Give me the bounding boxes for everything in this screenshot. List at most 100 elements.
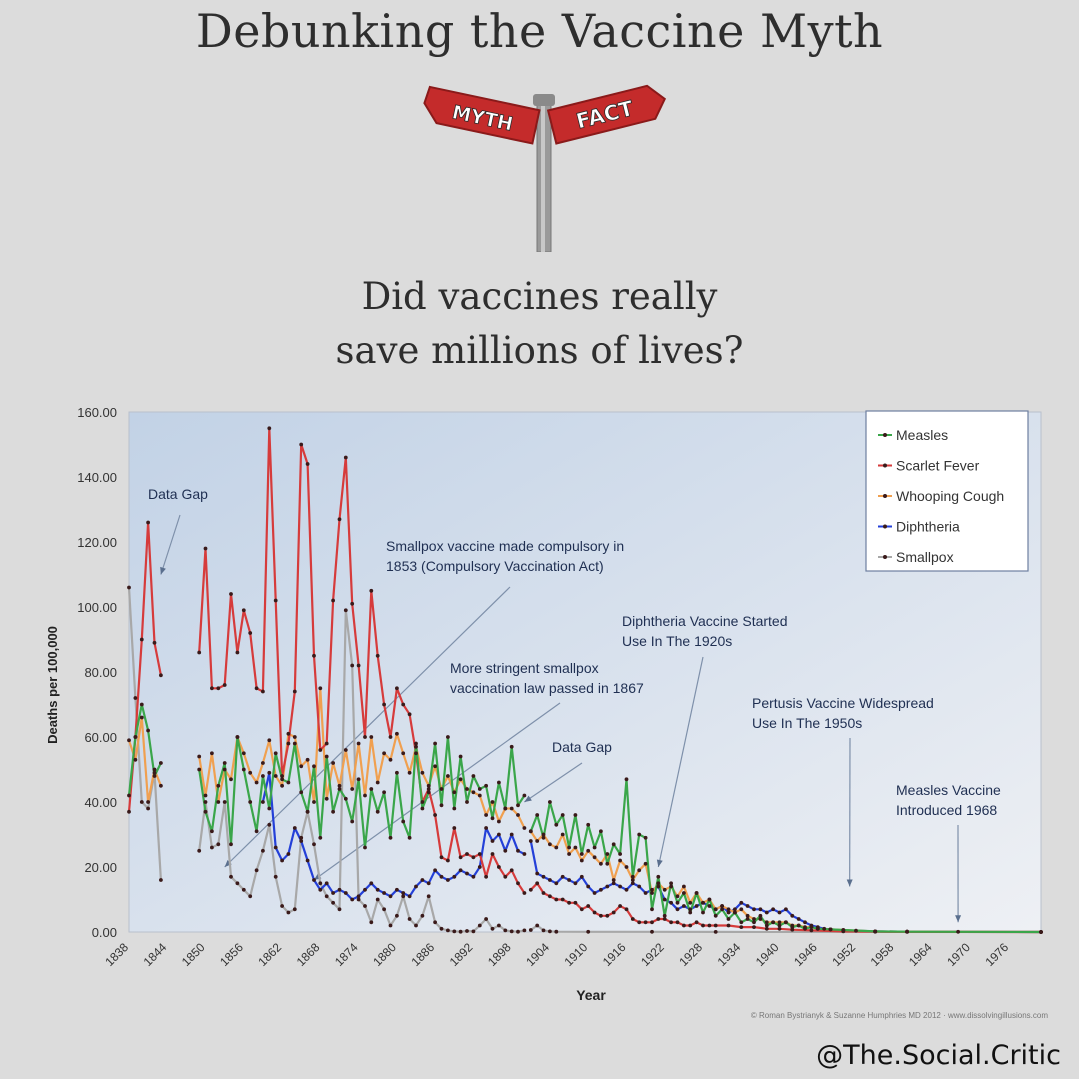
- y-tick-label: 80.00: [84, 665, 117, 680]
- smallpox-point: [318, 881, 323, 886]
- whooping-cough-point: [331, 761, 335, 765]
- x-tick-label: 1976: [982, 940, 1011, 969]
- scarlet-fever-point: [433, 813, 437, 817]
- measles-point: [286, 780, 291, 785]
- scarlet-fever-point: [273, 598, 278, 603]
- smallpox-point: [388, 923, 393, 928]
- diphtheria-point: [567, 878, 571, 882]
- measles-point: [758, 913, 763, 918]
- smallpox-point: [516, 929, 520, 934]
- x-tick-label: 1952: [829, 940, 858, 969]
- whooping-cough-point: [599, 861, 603, 866]
- x-tick-label: 1838: [102, 940, 131, 969]
- scarlet-fever-point: [395, 686, 399, 691]
- scarlet-fever-point: [522, 891, 527, 895]
- whooping-cough-point: [267, 738, 272, 743]
- measles-point: [535, 813, 540, 817]
- measles-point: [407, 835, 412, 840]
- scarlet-fever-point: [299, 442, 304, 447]
- whooping-cough-point: [764, 920, 769, 925]
- measles-point: [841, 928, 846, 932]
- smallpox-point: [197, 848, 202, 853]
- scarlet-fever-point: [197, 650, 202, 655]
- scarlet-fever-point: [809, 928, 814, 933]
- measles-point: [146, 728, 151, 733]
- whooping-cough-point: [739, 907, 744, 912]
- diphtheria-point: [522, 852, 527, 856]
- whooping-cough-point: [305, 757, 310, 762]
- measles-point: [414, 741, 418, 746]
- measles-line: [198, 735, 526, 849]
- diphtheria-point: [292, 826, 297, 830]
- scarlet-fever-point: [548, 894, 552, 899]
- diphtheria-point: [675, 907, 680, 912]
- chart-credit: © Roman Bystrianyk & Suzanne Humphries M…: [751, 1011, 1048, 1020]
- smallpox-point: [439, 926, 444, 931]
- smallpox-1853-arrowhead: [224, 859, 232, 867]
- measles-point: [382, 790, 386, 795]
- smallpox-1853-text: 1853 (Compulsory Vaccination Act): [386, 558, 604, 574]
- measles-point: [618, 852, 622, 856]
- whooping-cough-point: [197, 754, 202, 759]
- scarlet-fever-point: [579, 907, 584, 912]
- measles-point: [650, 907, 654, 912]
- scarlet-fever-point: [599, 913, 603, 918]
- diphtheria-point: [535, 871, 540, 876]
- scarlet-fever-point: [267, 426, 272, 431]
- whooping-cough-point: [229, 777, 233, 782]
- scarlet-fever-point: [726, 923, 731, 928]
- whooping-cough-point: [777, 920, 782, 925]
- pertusis-vaccine-text: Pertusis Vaccine Widespread: [752, 695, 934, 711]
- scarlet-fever-point: [350, 601, 355, 606]
- scarlet-fever-point: [280, 774, 284, 778]
- diphtheria-point: [401, 891, 406, 895]
- diphtheria-point: [764, 910, 769, 915]
- measles-point: [343, 796, 348, 801]
- whooping-cough-point: [273, 774, 278, 778]
- legend-marker-whooping-cough: [883, 494, 887, 498]
- measles-point: [720, 907, 724, 912]
- diphtheria-point: [452, 874, 457, 879]
- whooping-cough-point: [452, 790, 457, 795]
- scarlet-fever-point: [286, 741, 291, 746]
- scarlet-fever-point: [343, 455, 348, 460]
- measles-point: [637, 832, 642, 837]
- whooping-cough-point: [637, 868, 642, 873]
- measles-point: [471, 774, 476, 778]
- measles-point: [599, 829, 603, 834]
- measles-point: [375, 809, 380, 814]
- measles-point: [292, 741, 297, 746]
- scarlet-fever-point: [388, 735, 393, 739]
- measles-point: [203, 809, 208, 814]
- diphtheria-point: [643, 891, 648, 895]
- whooping-cough-point: [216, 800, 221, 804]
- diphtheria-vaccine-pointer: [657, 656, 704, 868]
- whooping-cough-point: [414, 744, 418, 749]
- measles-point: [458, 754, 463, 759]
- smallpox-point: [375, 897, 380, 902]
- scarlet-fever-point: [229, 592, 233, 596]
- measles-point: [560, 813, 565, 817]
- smallpox-point: [363, 904, 367, 908]
- whooping-cough-point: [133, 757, 138, 762]
- smallpox-point: [152, 770, 157, 775]
- measles-point: [216, 783, 221, 788]
- whooping-cough-point: [337, 783, 342, 788]
- scarlet-fever-point: [573, 900, 578, 905]
- smallpox-1867-pointer: [313, 702, 561, 881]
- scarlet-fever-point: [586, 904, 591, 908]
- diphtheria-vaccine-text: Diphtheria Vaccine Started: [622, 613, 788, 629]
- question-heading: Did vaccines really save millions of liv…: [0, 270, 1079, 378]
- smallpox-point: [401, 894, 406, 899]
- diphtheria-point: [733, 907, 737, 912]
- measles-vaccine-text: Introduced 1968: [896, 802, 997, 818]
- measles-point: [312, 764, 316, 769]
- smallpox-point: [650, 929, 654, 934]
- whooping-cough-point: [280, 783, 284, 788]
- scarlet-fever-point: [637, 920, 642, 925]
- smallpox-point: [299, 835, 304, 840]
- smallpox-point: [452, 929, 457, 934]
- pertusis-vaccine-arrowhead: [846, 879, 853, 887]
- whooping-cough-point: [299, 764, 304, 769]
- disease-mortality-chart: 0.00 20.00 40.00 60.00 80.00 100.00 120.00 140.…: [45, 405, 1048, 1020]
